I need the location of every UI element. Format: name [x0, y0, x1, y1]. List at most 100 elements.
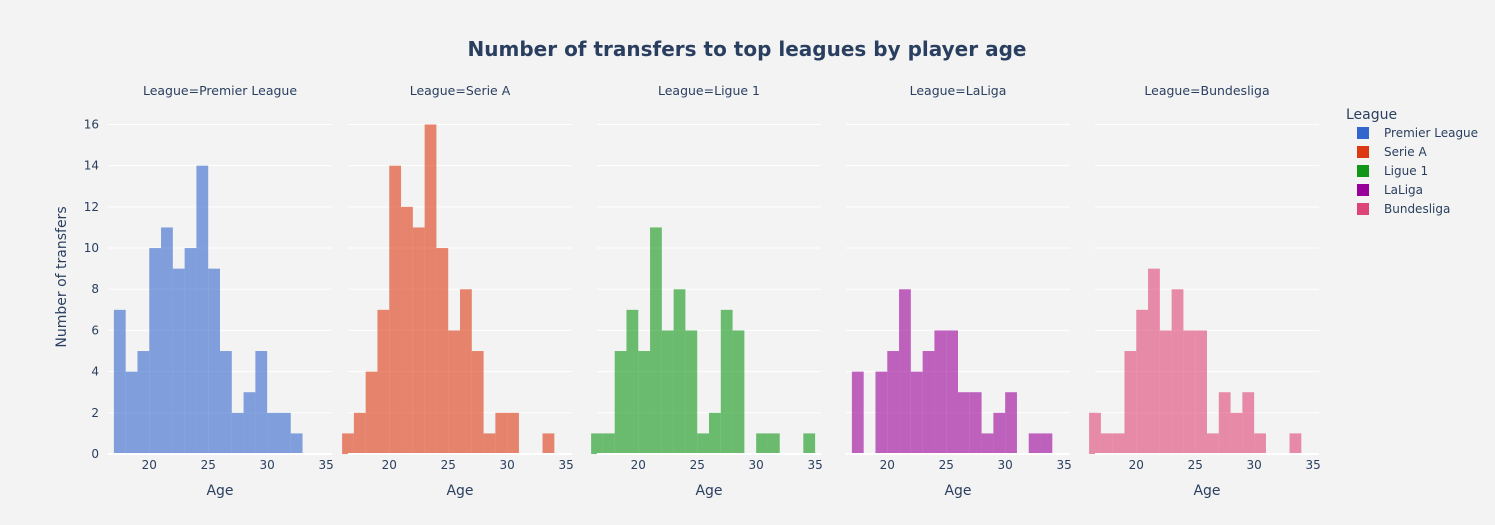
bar — [1195, 330, 1207, 454]
x-tick-label: 30 — [998, 458, 1013, 472]
legend-label: Bundesliga — [1384, 202, 1450, 216]
bar — [993, 412, 1006, 454]
facet-ligue-1: League=Ligue 1 20 25 30 35 Age — [591, 83, 823, 499]
y-tick-label: 16 — [84, 117, 99, 131]
bar — [483, 433, 496, 454]
facet-laliga: League=LaLiga 20 25 30 35 Age — [846, 83, 1072, 499]
x-tick-label: 20 — [382, 458, 397, 472]
y-tick-label: 8 — [91, 282, 99, 296]
legend-item[interactable]: Bundesliga — [1357, 202, 1450, 216]
bar — [1218, 392, 1231, 454]
bar — [887, 351, 900, 454]
bar — [1112, 433, 1125, 454]
legend-swatch — [1357, 203, 1369, 215]
legend-label: Serie A — [1384, 145, 1427, 159]
legend-label: Premier League — [1384, 126, 1478, 140]
bar — [1230, 412, 1243, 454]
x-axis-title: Age — [1193, 483, 1220, 499]
bar — [626, 309, 639, 454]
bar — [278, 412, 291, 454]
y-tick-label: 12 — [84, 200, 99, 214]
legend-swatch — [1357, 127, 1369, 139]
legend-label: Ligue 1 — [1384, 164, 1428, 178]
bar — [196, 165, 209, 454]
bar — [208, 268, 220, 454]
bar — [591, 433, 603, 454]
bar — [638, 351, 651, 454]
facet-title: League=Premier League — [143, 83, 297, 98]
y-tick-label: 10 — [84, 241, 99, 255]
x-tick-label: 25 — [939, 458, 954, 472]
legend-label: LaLiga — [1384, 183, 1423, 197]
bar — [899, 289, 911, 454]
bar — [290, 433, 303, 454]
bar — [243, 392, 256, 454]
facet-premier-league: League=Premier League 20 25 30 35 Age 0 2 4 6 8 10 1… — [84, 83, 334, 499]
bar — [231, 412, 244, 454]
bar — [602, 433, 615, 454]
x-tick-label: 30 — [749, 458, 764, 472]
x-tick-label: 35 — [558, 458, 573, 472]
bar — [255, 351, 268, 454]
bar — [172, 268, 185, 454]
bar — [756, 433, 768, 454]
bar — [184, 248, 197, 454]
bar — [1242, 392, 1255, 454]
bar — [1159, 330, 1172, 454]
legend-item[interactable]: Premier League — [1357, 126, 1478, 140]
facet-title: League=Ligue 1 — [658, 83, 760, 98]
bar — [650, 227, 662, 454]
x-axis-title: Age — [206, 483, 233, 499]
bar — [353, 412, 366, 454]
bar — [495, 412, 508, 454]
bar — [614, 351, 627, 454]
bar — [267, 412, 279, 454]
y-tick-label: 6 — [91, 323, 99, 337]
x-tick-label: 20 — [631, 458, 646, 472]
legend-item[interactable]: Ligue 1 — [1357, 164, 1428, 178]
legend-item[interactable]: Serie A — [1357, 145, 1427, 159]
x-tick-label: 30 — [260, 458, 275, 472]
bar — [1207, 433, 1219, 454]
x-tick-label: 30 — [1247, 458, 1262, 472]
facet-title: League=Serie A — [410, 83, 511, 98]
bar — [697, 433, 709, 454]
x-tick-label: 20 — [880, 458, 895, 472]
x-tick-label: 35 — [1056, 458, 1071, 472]
bar — [1100, 433, 1113, 454]
x-tick-label: 20 — [142, 458, 157, 472]
bar — [220, 351, 232, 454]
bar — [732, 330, 745, 454]
bar — [673, 289, 686, 454]
bar — [661, 330, 674, 454]
bar — [709, 412, 721, 454]
facet-serie-a: League=Serie A 20 25 30 35 Age — [342, 83, 574, 499]
y-axis-title: Number of transfers — [54, 206, 70, 347]
x-tick-label: 25 — [441, 458, 456, 472]
legend-item[interactable]: LaLiga — [1357, 183, 1423, 197]
x-axis-title: Age — [695, 483, 722, 499]
bar — [767, 433, 780, 454]
bar — [1005, 392, 1017, 454]
x-tick-label: 35 — [807, 458, 822, 472]
y-tick-label: 0 — [91, 447, 99, 461]
x-tick-label: 25 — [201, 458, 216, 472]
bar — [958, 392, 970, 454]
legend: League Premier League Serie A Ligue 1 LaLig… — [1346, 107, 1478, 216]
legend-swatch — [1357, 146, 1369, 158]
y-tick-label: 14 — [84, 159, 99, 173]
bar — [969, 392, 982, 454]
bar — [934, 330, 947, 454]
bar — [412, 227, 425, 454]
bar — [507, 412, 519, 454]
bar — [1089, 412, 1101, 454]
bar — [137, 351, 150, 454]
bar — [436, 248, 449, 454]
bar — [377, 309, 390, 454]
facet-title: League=Bundesliga — [1144, 83, 1269, 98]
x-tick-label: 30 — [500, 458, 515, 472]
bar — [424, 124, 437, 454]
bar — [161, 227, 173, 454]
facet-bundesliga: League=Bundesliga 20 25 30 35 Age — [1089, 83, 1321, 499]
